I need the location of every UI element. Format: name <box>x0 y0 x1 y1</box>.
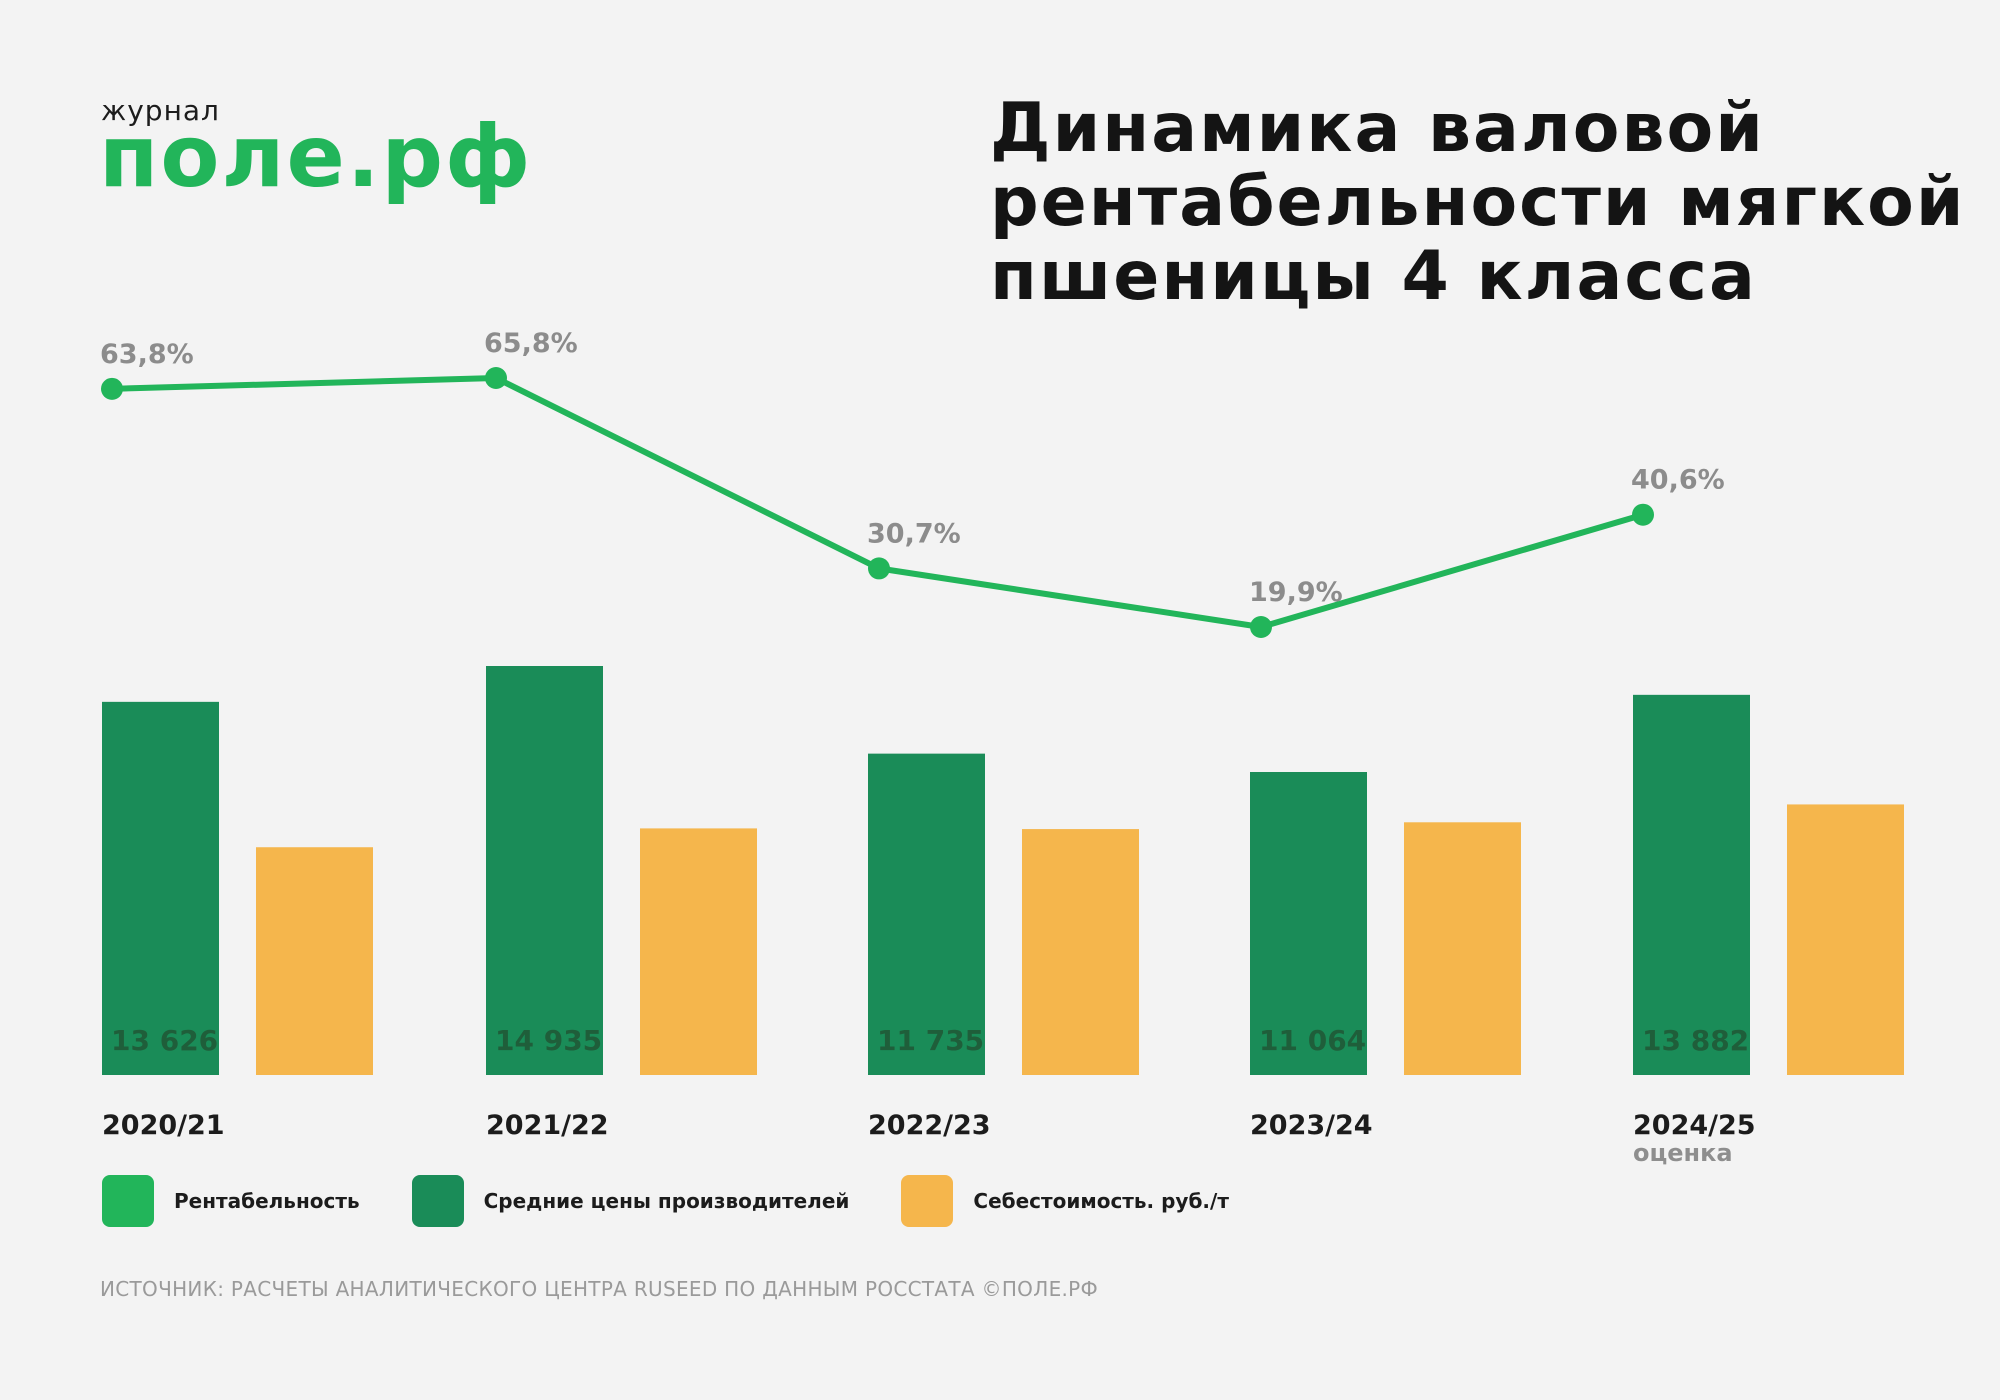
source-note: ИСТОЧНИК: РАСЧЕТЫ АНАЛИТИЧЕСКОГО ЦЕНТРА … <box>100 1277 1099 1301</box>
price-bar-label: 11 064 <box>1259 1024 1366 1057</box>
category-label: 2021/22 <box>486 1110 609 1141</box>
legend-item-prices: Средние цены производителей <box>411 1175 850 1227</box>
profitability-point <box>868 557 890 580</box>
logo: поле.рф <box>99 107 533 207</box>
cost-bar <box>256 847 373 1075</box>
price-bar <box>1250 772 1367 1075</box>
price-bar <box>102 701 219 1075</box>
profitability-label: 40,6% <box>1631 465 1725 496</box>
legend-item-profitability: Рентабельность <box>102 1175 360 1227</box>
legend: Рентабельность Средние цены производител… <box>102 1175 1281 1227</box>
price-bar-label: 14 935 <box>495 1024 602 1057</box>
chart-title: Динамика валовой рентабельности мягкой п… <box>990 89 1966 316</box>
profitability-label: 65,8% <box>484 328 578 359</box>
profitability-point <box>1632 503 1654 526</box>
profitability-point <box>485 367 507 389</box>
legend-label-cost: Себестоимость. руб./т <box>973 1189 1229 1213</box>
profitability-label: 63,8% <box>100 339 194 370</box>
price-bar <box>868 753 985 1075</box>
legend-swatch-prices <box>411 1175 464 1227</box>
price-bar <box>486 666 603 1075</box>
logo-small-text: журнал <box>101 94 220 127</box>
price-bar-label: 13 882 <box>1642 1024 1749 1057</box>
price-bar-label: 11 735 <box>877 1024 984 1057</box>
profitability-point <box>1250 616 1272 638</box>
category-note: оценка <box>1633 1139 1733 1167</box>
category-label: 2024/25 <box>1633 1110 1756 1141</box>
legend-label-prices: Средние цены производителей <box>483 1189 850 1213</box>
category-label: 2022/23 <box>868 1110 991 1141</box>
category-label: 2020/21 <box>102 1110 225 1141</box>
legend-item-cost: Себестоимость. руб./т <box>901 1175 1229 1227</box>
legend-label-profitability: Рентабельность <box>174 1189 360 1213</box>
price-bar <box>1633 694 1750 1075</box>
cost-bar <box>640 828 757 1075</box>
legend-swatch-cost <box>901 1175 954 1227</box>
category-label: 2023/24 <box>1250 1110 1373 1141</box>
cost-bar <box>1022 829 1139 1075</box>
profitability-label: 30,7% <box>867 518 961 549</box>
legend-swatch-profitability <box>102 1175 154 1227</box>
profitability-line <box>111 375 1644 630</box>
price-bar-label: 13 626 <box>111 1024 218 1057</box>
profitability-point <box>101 377 123 400</box>
cost-bar <box>1787 804 1904 1075</box>
cost-bar <box>1404 822 1521 1075</box>
profitability-label: 19,9% <box>1249 577 1343 608</box>
